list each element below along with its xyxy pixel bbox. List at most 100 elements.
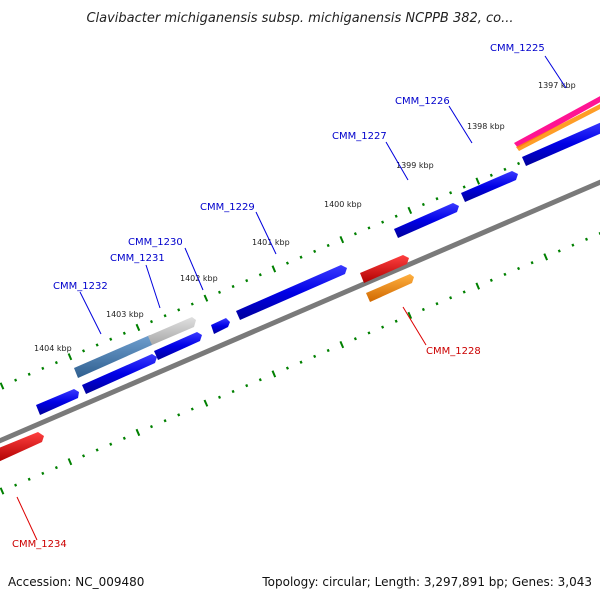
kbp-minor-tick (381, 220, 385, 224)
kbp-minor-tick (149, 424, 154, 429)
gene-label-cmm-1231[interactable]: CMM_1231 (110, 253, 165, 264)
kbp-minor-tick (245, 278, 249, 283)
kbp-major-tick (67, 458, 73, 466)
gene-arrow-cmm-1229[interactable] (236, 265, 347, 320)
leader-cmm-1232 (79, 291, 102, 335)
gene-arrow-cmm-1234[interactable] (0, 432, 44, 462)
kbp-minor-tick (285, 261, 289, 265)
kbp-minor-tick (313, 354, 317, 359)
gene-arrow-cmm-1230[interactable] (154, 332, 202, 360)
kbp-minor-tick (394, 319, 398, 323)
kbp-major-tick (203, 399, 209, 407)
gene-leader-lines-red (16, 306, 427, 541)
leader-cmm-1231 (145, 264, 161, 309)
kbp-minor-tick (571, 243, 575, 247)
kbp-major-tick (407, 206, 413, 215)
kbp-minor-tick (177, 308, 181, 312)
kbp-minor-tick (503, 272, 507, 277)
kbp-minor-tick (381, 325, 385, 329)
gene-arrow-cmm-1227[interactable] (394, 203, 459, 238)
kbp-minor-tick (462, 290, 466, 294)
kbp-label: 1404 kbp (34, 344, 72, 353)
kbp-minor-tick (122, 436, 126, 440)
kbp-label: 1402 kbp (180, 274, 218, 283)
kbp-minor-tick (285, 366, 289, 370)
kbp-minor-tick (326, 348, 330, 353)
kbp-minor-tick (163, 314, 167, 318)
kbp-minor-tick (435, 197, 439, 201)
kbp-minor-tick (190, 407, 194, 411)
kbp-major-tick (475, 177, 481, 185)
kbp-minor-tick (449, 296, 453, 300)
gene-label-cmm-1232[interactable]: CMM_1232 (53, 281, 108, 292)
gene-arrow-cmm-1232[interactable] (74, 335, 154, 378)
kbp-minor-tick (258, 273, 262, 277)
kbp-minor-tick (54, 465, 58, 470)
topology-text: Topology: circular; Length: 3,297,891 bp… (261, 575, 592, 589)
kbp-minor-tick (41, 366, 45, 371)
kbp-minor-tick (517, 266, 521, 271)
kbp-minor-tick (449, 191, 453, 195)
gene-arrow[interactable] (522, 121, 600, 166)
kbp-major-tick (271, 370, 277, 378)
kbp-minor-tick (299, 360, 303, 364)
gene-arrow-cmm-1226[interactable] (461, 171, 518, 202)
kbp-minor-tick (326, 243, 330, 248)
gene-label-cmm-1228[interactable]: CMM_1228 (426, 346, 481, 357)
gene-arrow-cmm-1228-red[interactable] (360, 255, 409, 283)
kbp-minor-tick (190, 302, 194, 306)
gene-label-cmm-1230[interactable]: CMM_1230 (128, 237, 183, 248)
kbp-minor-tick (14, 483, 18, 487)
kbp-minor-tick (95, 343, 99, 347)
gene-arrow-cmm-1228[interactable] (366, 274, 414, 302)
gene-arrow[interactable] (36, 389, 79, 415)
kbp-label: 1398 kbp (467, 122, 505, 131)
kbp-minor-tick (421, 307, 425, 312)
kbp-minor-tick (149, 319, 154, 324)
leader-cmm-1229 (255, 211, 277, 255)
kbp-tick-track-inner (0, 232, 600, 495)
kbp-minor-tick (530, 261, 534, 265)
kbp-major-tick (0, 382, 5, 390)
kbp-minor-tick (394, 214, 398, 218)
kbp-minor-tick (462, 185, 466, 189)
gene-label-cmm-1234[interactable]: CMM_1234 (12, 539, 67, 550)
kbp-major-tick (0, 487, 5, 495)
gene-label-cmm-1225[interactable]: CMM_1225 (490, 43, 545, 54)
kbp-major-tick (203, 294, 209, 302)
kbp-minor-tick (95, 448, 99, 452)
gene-label-cmm-1229[interactable]: CMM_1229 (200, 202, 255, 213)
leader-cmm-1225 (544, 55, 567, 89)
kbp-minor-tick (353, 232, 357, 236)
gene-arrow-cmm-1231[interactable] (148, 317, 196, 345)
kbp-minor-tick (231, 284, 235, 289)
gene-arrow[interactable] (211, 318, 230, 334)
forward-genes (36, 94, 600, 415)
kbp-minor-tick (258, 378, 262, 382)
kbp-major-tick (135, 428, 141, 437)
kbp-minor-tick (82, 349, 86, 353)
kbp-major-tick (67, 353, 73, 361)
kbp-major-tick (339, 341, 345, 349)
kbp-label: 1400 kbp (324, 200, 362, 209)
leader-cmm-1226 (448, 105, 473, 144)
gene-label-cmm-1227[interactable]: CMM_1227 (332, 131, 387, 142)
leader-cmm-1227 (385, 141, 409, 181)
kbp-label: 1403 kbp (106, 310, 144, 319)
kbp-minor-tick (54, 360, 58, 365)
leader-cmm-1234 (16, 496, 38, 541)
gene-label-cmm-1226[interactable]: CMM_1226 (395, 96, 450, 107)
kbp-minor-tick (367, 226, 371, 230)
kbp-minor-tick (231, 389, 235, 394)
gene-arrow[interactable] (82, 354, 157, 394)
gene-arrow-cmm-1225[interactable] (514, 94, 600, 148)
kbp-minor-tick (367, 331, 371, 335)
kbp-minor-tick (217, 395, 222, 399)
kbp-label: 1399 kbp (396, 161, 434, 170)
reverse-genes (0, 255, 414, 462)
kbp-minor-tick (82, 454, 86, 458)
kbp-major-tick (339, 236, 345, 244)
kbp-minor-tick (27, 477, 31, 481)
